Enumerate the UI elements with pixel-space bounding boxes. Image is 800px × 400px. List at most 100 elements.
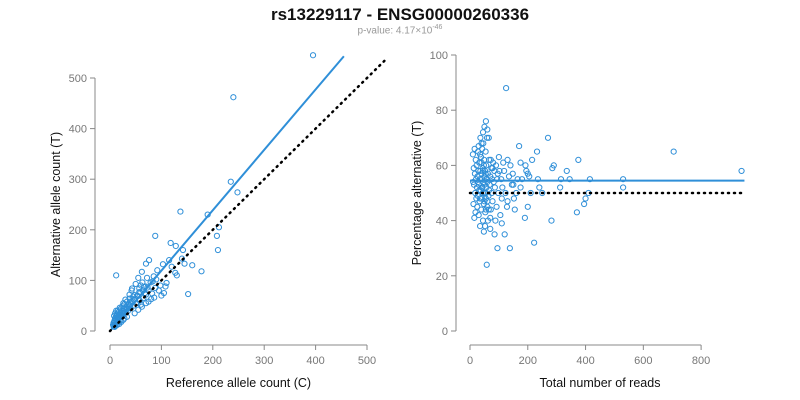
right-point [480,228,487,235]
right-point [495,154,502,161]
left-point [234,189,241,196]
right-x-tick-label: 800 [692,355,710,367]
right-point [471,145,478,152]
left-plot: 0 100 200 300 400 500 Reference allele count (… [49,52,389,390]
right-point [493,203,500,210]
right-point [586,176,593,183]
right-point [489,165,496,172]
right-point [531,239,538,246]
left-point [173,272,180,279]
left-point [167,239,174,247]
left-point [185,290,192,298]
right-point [575,156,582,163]
right-point [533,148,541,155]
left-y-tick-label: 300 [69,174,87,186]
left-point [113,307,120,314]
right-point [469,151,476,158]
right-point [480,140,487,147]
right-point [479,176,486,183]
right-point [498,220,505,227]
right-x-tick-label: 600 [634,355,652,367]
right-point [482,118,489,125]
left-point [147,279,154,286]
right-point [506,245,513,252]
left-y-tick-label: 400 [69,124,87,136]
right-point [473,195,480,202]
right-point [507,162,514,169]
left-point [113,272,120,279]
right-point [518,176,526,183]
right-point [504,198,511,205]
left-x-tick-label: 400 [306,355,324,367]
left-reference-line [108,56,389,333]
left-fit-line [109,55,345,332]
left-point [179,246,187,254]
right-point [470,165,477,172]
right-point [498,176,505,183]
left-point [139,279,146,286]
right-point [484,178,491,186]
right-point [524,203,531,210]
right-point [481,223,489,230]
left-y-tick-label: 100 [69,275,87,287]
right-y-tick-label: 60 [436,160,448,172]
right-point [503,85,510,92]
left-point [227,178,234,185]
right-point [504,156,511,163]
left-point [181,260,188,267]
left-point [154,267,161,274]
left-data-layer [108,52,389,333]
right-point [487,156,494,163]
right-point [487,225,494,232]
right-x-tick-label: 200 [519,355,537,367]
left-point [115,318,122,325]
right-point [491,231,498,238]
right-point [482,206,489,213]
right-point [485,206,492,213]
right-point [522,162,529,169]
right-point [516,142,523,150]
right-point [482,148,489,155]
right-point [497,211,504,219]
right-point [514,176,521,183]
left-point [163,279,170,287]
right-point [503,203,511,210]
right-point [620,176,627,183]
left-point [138,268,145,275]
right-x-tick-label: 0 [467,355,473,367]
right-point [573,209,580,216]
left-point [177,208,184,215]
left-point [135,306,142,313]
right-point [484,198,491,205]
right-point [620,184,627,191]
right-point [470,200,477,208]
subtitle-exponent: -46 [432,24,443,31]
right-point [491,184,498,191]
left-point [309,52,317,59]
right-plot: 0 200 400 600 800 Total number of reads 0 20 40 6… [410,50,746,390]
right-point [529,156,536,163]
left-point [162,283,169,290]
left-point [151,294,158,301]
left-point [213,232,221,239]
right-point [511,206,518,213]
right-point [477,167,484,175]
left-y-tick-label: 0 [81,326,87,338]
right-x-tick-label: 400 [576,355,594,367]
right-point [481,198,488,205]
subtitle-times: ×10 [415,25,433,37]
left-x-axis-label: Reference allele count (C) [166,376,311,390]
left-point [128,287,135,294]
right-point [527,189,534,197]
right-point [478,206,485,213]
right-point [566,176,573,183]
right-y-tick-label: 0 [442,326,448,338]
right-x-axis-label: Total number of reads [540,376,661,390]
right-point [500,167,508,175]
right-point [484,126,491,133]
right-point [549,165,556,172]
right-point [471,214,478,221]
right-y-tick-label: 80 [436,105,448,117]
right-point [498,195,505,202]
right-y-tick-label: 40 [436,216,448,228]
